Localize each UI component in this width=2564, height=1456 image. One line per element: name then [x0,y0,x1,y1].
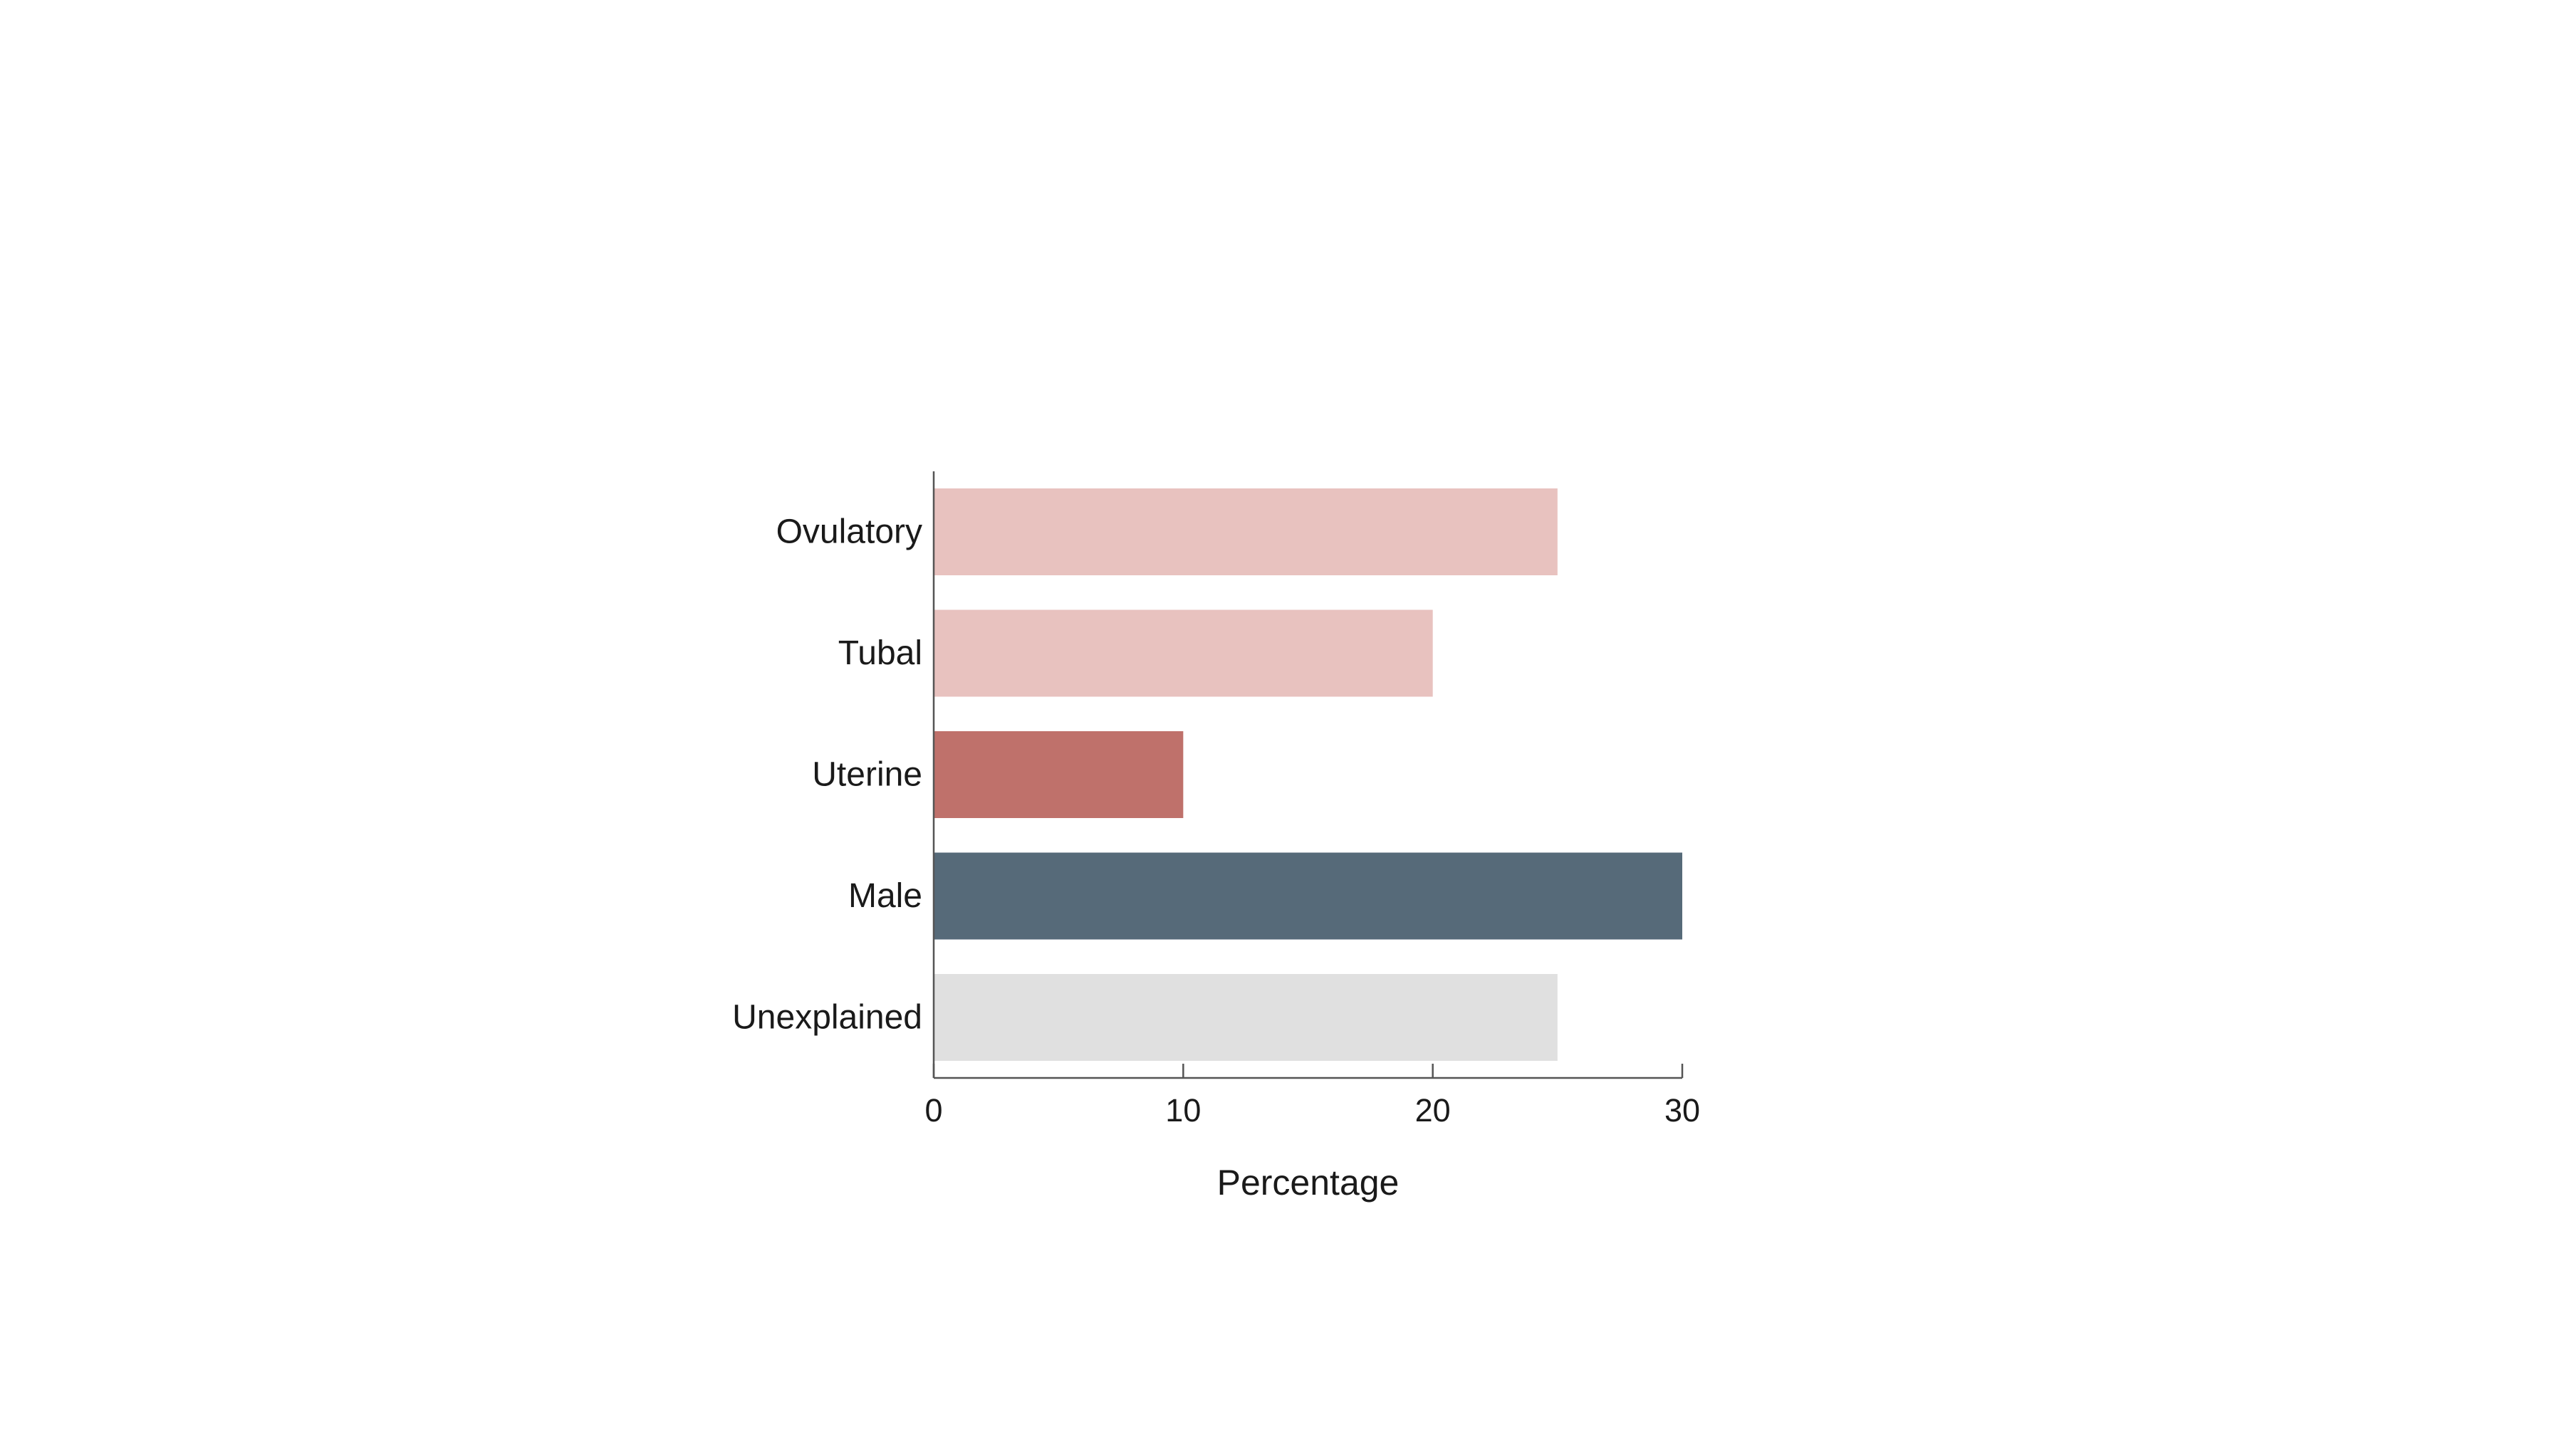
category-label-unexplained: Unexplained [732,999,922,1037]
bar-unexplained [934,974,1558,1061]
bars-layer [934,488,1682,1061]
x-tick-label-20: 20 [1415,1092,1451,1128]
x-ticks: 0 10 20 30 [924,1064,1700,1128]
x-axis-title: Percentage [1217,1163,1400,1203]
x-tick-label-30: 30 [1664,1092,1700,1128]
x-tick-label-0: 0 [924,1092,942,1128]
category-label-tubal: Tubal [838,634,922,672]
category-labels: Ovulatory Tubal Uterine Male Unexplained [732,513,922,1037]
bar-ovulatory [934,488,1558,575]
bar-male [934,852,1682,940]
category-label-uterine: Uterine [812,756,922,794]
axis-layer [932,471,1682,1079]
category-label-ovulatory: Ovulatory [776,513,922,551]
category-label-male: Male [848,877,922,915]
bar-uterine [934,731,1184,818]
x-tick-label-10: 10 [1165,1092,1201,1128]
bar-tubal [934,609,1433,697]
